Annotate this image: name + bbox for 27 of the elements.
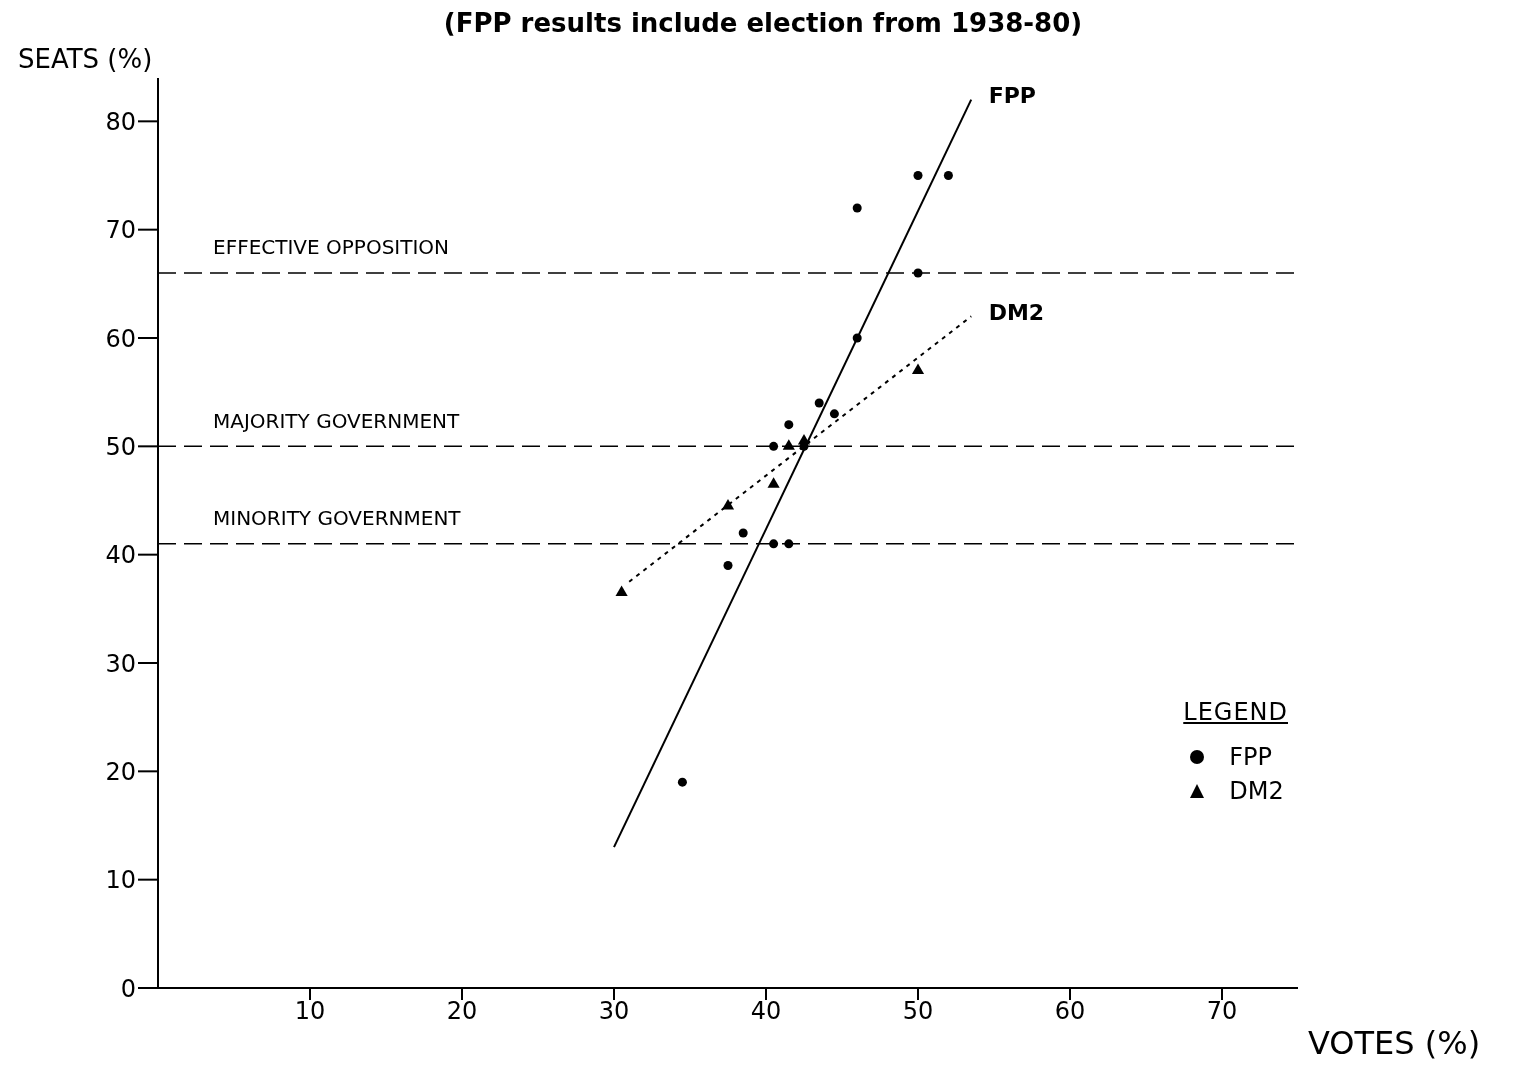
y-tick-label: 70 [105, 216, 136, 245]
ref-line-label: MAJORITY GOVERNMENT [213, 408, 461, 433]
x-tick-label: 20 [446, 997, 478, 1026]
legend-label: DM2 [1229, 777, 1284, 805]
series-label: DM2 [988, 299, 1045, 325]
y-tick-label: 80 [105, 107, 136, 136]
y-axis-title: SEATS (%) [18, 44, 153, 74]
x-axis-title: VOTES (%) [1308, 1024, 1481, 1062]
x-tick-label: 60 [1054, 997, 1086, 1026]
x-tick-label: 30 [598, 997, 630, 1026]
y-tick-label: 40 [105, 541, 136, 570]
y-tick-label: 10 [105, 866, 136, 895]
x-tick-label: 10 [294, 997, 326, 1026]
y-tick-label: 60 [105, 324, 136, 353]
series-label: FPP [988, 83, 1036, 109]
y-tick-label: 0 [120, 974, 136, 1003]
x-tick-label: 70 [1206, 997, 1238, 1026]
y-tick-label: 50 [105, 432, 136, 461]
legend-title: LEGEND [1183, 698, 1288, 726]
y-tick-label: 30 [105, 649, 136, 678]
ref-line-label: EFFECTIVE OPPOSITION [213, 235, 450, 260]
x-tick-label: 50 [902, 997, 934, 1026]
ref-line-label: MINORITY GOVERNMENT [213, 506, 462, 531]
legend-label: FPP [1229, 743, 1273, 771]
y-tick-label: 20 [105, 757, 136, 786]
x-tick-label: 40 [750, 997, 782, 1026]
chart-title: (FPP results include election from 1938-80) [442, 8, 1084, 38]
